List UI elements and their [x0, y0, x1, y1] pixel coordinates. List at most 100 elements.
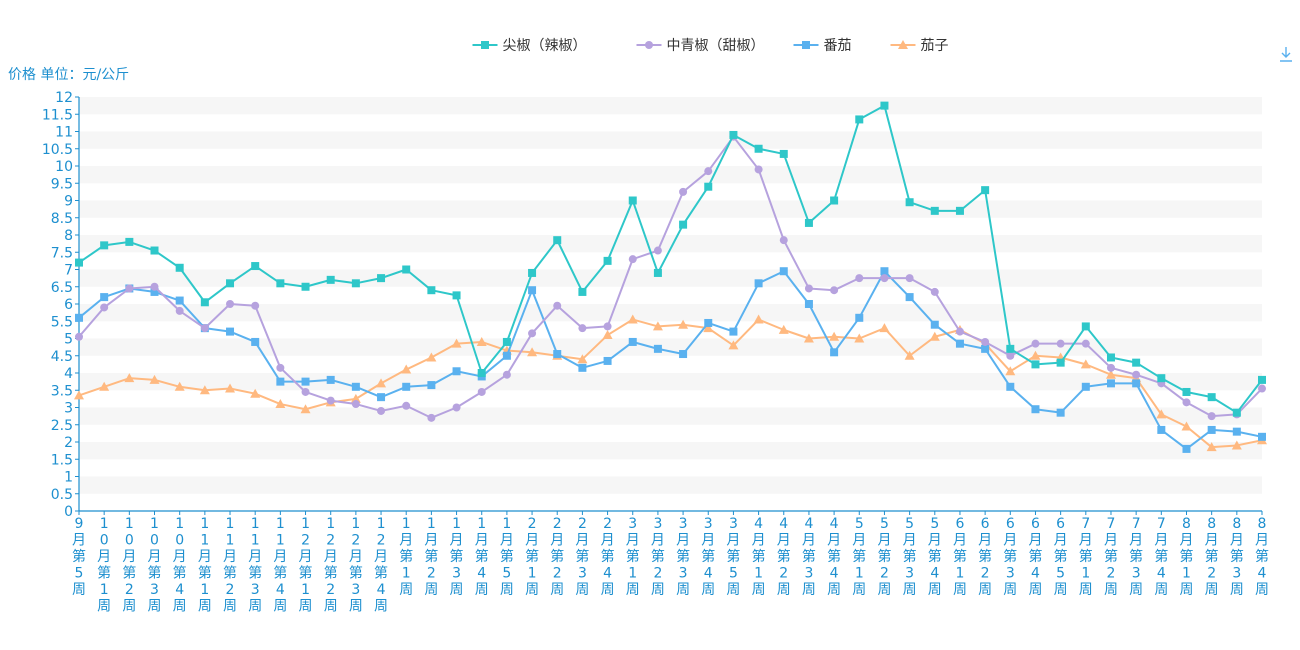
grid-band [79, 424, 1262, 442]
legend-label: 番茄 [824, 37, 852, 54]
grid-band [79, 493, 1262, 511]
series-line [78, 135, 1263, 419]
data-point [930, 320, 939, 329]
data-point [553, 236, 562, 245]
y-tick-label: 6 [64, 297, 73, 313]
data-point [301, 377, 310, 386]
y-tick-label: 1.5 [51, 452, 73, 468]
x-tick-label: 8 月第 1 周 [1179, 516, 1193, 598]
y-tick-label: 9 [64, 194, 73, 210]
data-point [729, 130, 738, 139]
grid-band [79, 442, 1262, 460]
data-point [679, 220, 688, 229]
y-tick-label: 8 [64, 228, 73, 244]
data-point [427, 381, 436, 390]
data-point [653, 344, 662, 353]
data-point [1030, 350, 1041, 360]
series-1 [75, 132, 1266, 422]
data-point [855, 313, 864, 322]
data-point [779, 267, 788, 276]
data-point [226, 300, 235, 308]
data-point [1132, 379, 1141, 388]
data-point [276, 279, 285, 288]
data-point [830, 348, 839, 357]
data-point [75, 313, 83, 322]
y-tick-label: 5 [64, 332, 73, 348]
x-tick-label: 3 月第 5 周 [726, 516, 740, 598]
data-point [1132, 370, 1141, 379]
grid-band [79, 235, 1262, 253]
legend-item[interactable]: 茄子 [890, 37, 949, 54]
data-point [452, 403, 461, 412]
data-point [628, 196, 637, 205]
x-tick-label: 1 0 月第 4 周 [173, 516, 187, 615]
x-tick-label: 1 月第 5 周 [500, 516, 514, 598]
x-tick-label: 1 1 月第 2 周 [223, 516, 237, 615]
x-tick-label: 1 1 月第 3 周 [248, 516, 262, 615]
data-point [426, 352, 437, 362]
x-tick-label: 1 0 月第 3 周 [148, 516, 162, 615]
data-point [301, 387, 310, 396]
data-point [402, 401, 411, 410]
y-tick-label: 0 [64, 504, 73, 520]
x-tick-label: 1 2 月第 1 周 [299, 516, 313, 615]
data-point [779, 236, 788, 245]
grid-band [79, 304, 1262, 322]
grid-band [79, 114, 1262, 132]
data-point [452, 291, 461, 300]
data-point [175, 263, 184, 272]
series-0 [75, 101, 1266, 417]
grid-band [79, 252, 1262, 270]
data-point [653, 268, 662, 277]
x-tick-label: 4 月第 1 周 [752, 516, 766, 598]
legend-item[interactable]: 番茄 [793, 37, 852, 54]
download-icon[interactable] [1276, 43, 1296, 63]
data-point [754, 144, 763, 153]
y-tick-label: 4.5 [51, 349, 73, 365]
data-point [402, 382, 411, 391]
data-point [301, 282, 310, 291]
data-point [930, 206, 939, 215]
x-tick-label: 1 月第 3 周 [450, 516, 464, 598]
x-tick-label: 4 月第 3 周 [802, 516, 816, 598]
legend-item[interactable]: 中青椒（甜椒） [636, 38, 765, 54]
data-point [704, 167, 713, 176]
data-point [452, 367, 461, 376]
data-point [251, 337, 260, 346]
data-point [477, 369, 486, 377]
data-point [1080, 359, 1091, 369]
data-point [527, 347, 538, 357]
data-point [729, 327, 738, 336]
data-point [652, 321, 663, 331]
y-tick-label: 4 [64, 366, 73, 382]
data-point [704, 318, 713, 327]
x-tick-label: 4 月第 2 周 [777, 516, 791, 598]
y-tick-label: 7.5 [51, 245, 73, 261]
data-point [326, 396, 335, 405]
grid-band [79, 269, 1262, 287]
data-point [1031, 360, 1040, 369]
data-point [728, 340, 739, 350]
legend-item[interactable]: 尖椒（辣椒） [472, 38, 587, 54]
x-tick-label: 1 2 月第 2 周 [324, 516, 338, 615]
data-point [981, 186, 990, 195]
data-point [602, 330, 613, 340]
legend[interactable]: 尖椒（辣椒） 中青椒（甜椒） 番茄 茄子 [472, 37, 949, 54]
x-tick-label: 1 月第 2 周 [424, 516, 438, 598]
legend-marker [481, 41, 489, 49]
data-point [351, 279, 360, 288]
data-point [502, 337, 511, 346]
x-tick-label: 1 2 月第 3 周 [349, 516, 363, 615]
data-point [1258, 375, 1266, 384]
data-point [1056, 358, 1065, 367]
y-tick-label: 1 [64, 470, 73, 486]
series-2 [75, 267, 1266, 453]
x-tick-label: 3 月第 3 周 [676, 516, 690, 598]
data-point [1182, 398, 1191, 407]
x-tick-label: 2 月第 3 周 [575, 516, 589, 598]
y-tick-label: 3.5 [51, 383, 73, 399]
y-tick-label: 10.5 [42, 142, 73, 158]
data-point [1231, 440, 1242, 450]
data-point [528, 268, 537, 277]
data-point [578, 363, 587, 372]
